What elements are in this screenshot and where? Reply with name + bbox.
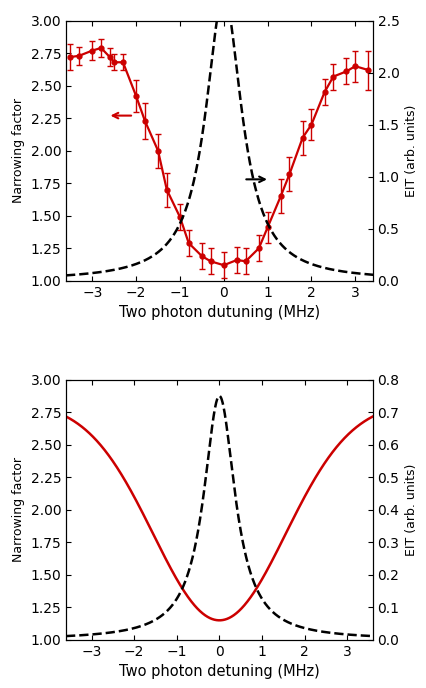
Y-axis label: EIT (arb. units): EIT (arb. units) xyxy=(405,105,418,197)
X-axis label: Two photon dutuning (MHz): Two photon dutuning (MHz) xyxy=(119,305,320,320)
Y-axis label: Narrowing factor: Narrowing factor xyxy=(12,98,25,203)
Y-axis label: Narrowing factor: Narrowing factor xyxy=(12,458,25,562)
X-axis label: Two photon detuning (MHz): Two photon detuning (MHz) xyxy=(119,664,320,679)
Y-axis label: EIT (arb. units): EIT (arb. units) xyxy=(405,464,418,556)
